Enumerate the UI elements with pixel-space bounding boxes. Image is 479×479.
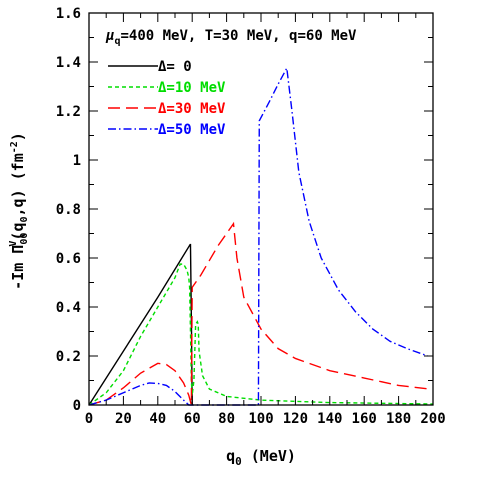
plot-frame: [88, 12, 434, 406]
y-tick-label: 1.6: [56, 6, 81, 22]
y-label-args-sub: 0: [19, 216, 30, 222]
series-line-2: [88, 263, 434, 406]
y-tick-label: 1.2: [56, 104, 81, 120]
series-line-3: [88, 221, 430, 406]
x-tick-label: 0: [85, 411, 93, 427]
x-tick-label: 20: [115, 411, 132, 427]
y-label-unit: ,q) (fm: [9, 153, 27, 216]
y-label-unit-sup: -2: [9, 141, 20, 153]
y-axis-label: -Im Π00V(q0,q) (fm-2): [8, 132, 30, 290]
axis-ticks: 0 20 40 60 80 100 120 140 160 180 200 0 0.2 0.4 0.6 0.8…: [56, 6, 446, 427]
annotation: μq=400 MeV, T=30 MeV, q=60 MeV: [105, 28, 357, 47]
y-tick-label: 0.2: [56, 349, 81, 365]
x-tick-label: 140: [317, 411, 342, 427]
x-label-sub: 0: [235, 455, 242, 468]
x-tick-label: 80: [218, 411, 235, 427]
x-tick-label: 120: [283, 411, 308, 427]
y-label-close: ): [9, 132, 27, 141]
legend-entry-label: Δ=30 MeV: [158, 101, 226, 117]
y-tick-label: 0.4: [56, 300, 81, 316]
x-tick-label: 40: [149, 411, 166, 427]
series-line-4: [88, 65, 429, 406]
legend: Δ= 0 Δ=10 MeV Δ=30 MeV Δ=50 MeV: [108, 59, 226, 138]
annotation-mu: μ: [105, 28, 114, 44]
y-tick-label: 1: [73, 153, 81, 169]
annotation-mu-sub: q: [114, 36, 120, 47]
legend-entry-label: Δ=50 MeV: [158, 122, 226, 138]
legend-entry-label: Δ= 0: [158, 59, 192, 75]
x-tick-label: 180: [386, 411, 411, 427]
y-tick-label: 0.8: [56, 202, 81, 218]
plot-area: [88, 65, 434, 406]
y-label-args: (q: [9, 223, 27, 241]
legend-entry-label: Δ=10 MeV: [158, 80, 226, 96]
y-tick-label: 0: [73, 398, 81, 414]
series-line-1: [88, 243, 193, 406]
y-label-sub: 00: [19, 233, 30, 245]
x-axis-label: q0 (MeV): [226, 447, 296, 468]
x-tick-label: 200: [420, 411, 445, 427]
y-label-main: -Im Π: [9, 245, 27, 290]
y-tick-label: 1.4: [56, 55, 81, 71]
x-label-unit: (MeV): [242, 447, 296, 465]
annotation-rest: =400 MeV, T=30 MeV, q=60 MeV: [120, 28, 357, 44]
x-tick-label: 100: [248, 411, 273, 427]
x-tick-label: 160: [352, 411, 377, 427]
y-tick-label: 0.6: [56, 251, 81, 267]
y-label-sup: V: [8, 241, 19, 247]
x-tick-label: 60: [184, 411, 201, 427]
x-label-main: q: [226, 447, 235, 465]
